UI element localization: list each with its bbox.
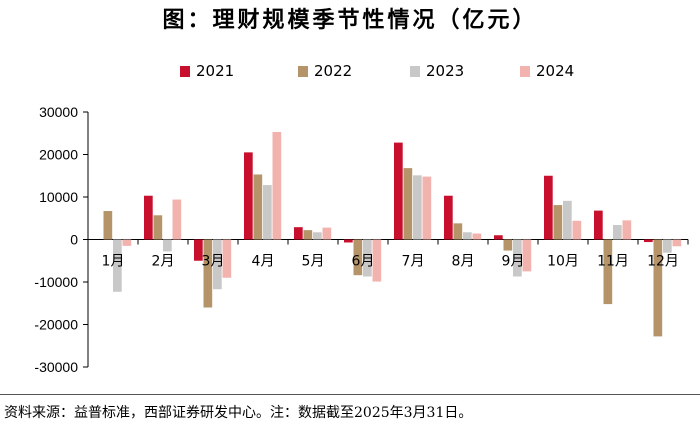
bar-2022-6 bbox=[353, 239, 363, 276]
legend-swatch-2023 bbox=[410, 65, 420, 77]
y-tick-label: 0 bbox=[70, 232, 78, 248]
legend-label-2023: 2023 bbox=[426, 62, 465, 80]
x-category-label: 6月 bbox=[352, 254, 375, 270]
x-category-label: 1月 bbox=[102, 254, 125, 270]
legend-item-2022: 2022 bbox=[298, 62, 352, 80]
bar-2021-8 bbox=[444, 195, 453, 240]
bar-2022-12 bbox=[653, 239, 663, 337]
legend-label-2021: 2021 bbox=[196, 62, 235, 80]
bar-2022-1 bbox=[103, 211, 113, 240]
x-category-label: 9月 bbox=[502, 254, 525, 270]
legend-label-2022: 2022 bbox=[314, 62, 353, 80]
bar-2024-2 bbox=[172, 199, 182, 240]
bar-2023-3 bbox=[213, 239, 222, 290]
bar-2021-4 bbox=[244, 152, 253, 240]
x-category-label: 2月 bbox=[152, 254, 175, 270]
bar-2023-9 bbox=[513, 239, 522, 277]
legend-swatch-2024 bbox=[520, 65, 530, 77]
bar-2021-9 bbox=[494, 235, 503, 240]
bar-2021-2 bbox=[144, 195, 153, 240]
bar-2023-6 bbox=[363, 239, 372, 277]
bar-2024-10 bbox=[572, 220, 582, 240]
bar-2021-10 bbox=[544, 175, 553, 240]
x-category-label: 5月 bbox=[302, 254, 325, 270]
bar-2024-5 bbox=[322, 227, 332, 240]
bar-2023-5 bbox=[313, 232, 322, 240]
bar-2024-8 bbox=[472, 233, 482, 240]
x-category-label: 10月 bbox=[547, 254, 579, 270]
legend-item-2021: 2021 bbox=[180, 62, 234, 80]
bar-2021-3 bbox=[194, 239, 203, 261]
source-footnote: 资料来源：益普标准，西部证券研发中心。注：数据截至2025年3月31日。 bbox=[4, 405, 473, 421]
legend-item-2023: 2023 bbox=[410, 62, 464, 80]
bar-2022-5 bbox=[303, 230, 313, 240]
bar-2021-12 bbox=[644, 239, 653, 243]
bar-chart: 30000 20000 10000 0 -10000 -20000 -30000 1月 2月 3月… bbox=[34, 104, 689, 375]
x-category-label: 4月 bbox=[252, 254, 275, 270]
bar-2024-7 bbox=[422, 176, 432, 240]
y-tick-label: -20000 bbox=[34, 317, 78, 333]
bar-2021-5 bbox=[294, 227, 303, 240]
bar-2021-7 bbox=[394, 142, 403, 240]
bar-2021-11 bbox=[594, 210, 603, 240]
legend-swatch-2021 bbox=[180, 65, 190, 77]
x-category-label: 8月 bbox=[452, 254, 475, 270]
bar-2024-12 bbox=[672, 239, 682, 247]
legend-swatch-2022 bbox=[298, 65, 308, 77]
legend-item-2024: 2024 bbox=[520, 62, 574, 80]
bar-2022-9 bbox=[503, 239, 513, 251]
bar-2022-3 bbox=[203, 239, 213, 308]
bar-2023-8 bbox=[463, 232, 472, 240]
bar-2024-6 bbox=[372, 239, 382, 282]
bar-2023-11 bbox=[613, 225, 622, 240]
bar-2024-9 bbox=[522, 239, 532, 272]
bar-2024-3 bbox=[222, 239, 232, 278]
y-tick-label: -10000 bbox=[34, 274, 78, 290]
x-category-label: 3月 bbox=[202, 254, 225, 270]
bar-2022-11 bbox=[603, 239, 613, 305]
bar-2021-6 bbox=[344, 239, 353, 243]
bar-2023-12 bbox=[663, 239, 672, 253]
bar-2022-2 bbox=[153, 215, 163, 240]
y-tick-label: 20000 bbox=[39, 147, 78, 163]
bar-2023-4 bbox=[263, 185, 272, 240]
y-tick-label: 10000 bbox=[39, 189, 78, 205]
legend: 2021 2022 2023 2024 bbox=[0, 62, 700, 86]
legend-label-2024: 2024 bbox=[536, 62, 575, 80]
footnote-divider bbox=[0, 394, 700, 395]
bar-2023-10 bbox=[563, 200, 572, 240]
bar-2022-4 bbox=[253, 174, 263, 240]
bar-2022-7 bbox=[403, 168, 413, 240]
y-tick-label: -30000 bbox=[34, 359, 78, 375]
bar-2023-7 bbox=[413, 175, 422, 240]
bar-2023-2 bbox=[163, 239, 172, 252]
bar-2023-1 bbox=[113, 239, 122, 292]
x-category-label: 11月 bbox=[597, 254, 629, 270]
bar-2024-11 bbox=[622, 220, 632, 240]
y-tick-label: 30000 bbox=[39, 104, 78, 120]
x-category-label: 12月 bbox=[647, 254, 679, 270]
x-category-label: 7月 bbox=[402, 254, 425, 270]
bar-2024-1 bbox=[122, 239, 132, 246]
chart-title: 图：理财规模季节性情况（亿元） bbox=[162, 7, 538, 33]
bar-2022-8 bbox=[453, 223, 463, 240]
bar-2022-10 bbox=[553, 205, 563, 240]
bar-2024-4 bbox=[272, 131, 282, 240]
